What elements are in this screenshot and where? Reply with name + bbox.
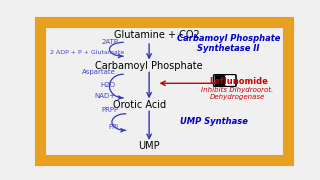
Text: UMP Synthase: UMP Synthase [180,117,248,126]
Text: Leflunomide: Leflunomide [209,77,268,86]
Text: Orotic Acid: Orotic Acid [113,100,166,110]
Text: Carbamoyl Phosphate: Carbamoyl Phosphate [95,61,203,71]
Text: Inhibits Dihydroorot.
Dehydrogenase: Inhibits Dihydroorot. Dehydrogenase [201,87,273,100]
FancyBboxPatch shape [214,75,226,86]
Text: 2 ADP + P + Glutamate: 2 ADP + P + Glutamate [50,50,124,55]
Text: Aspartate: Aspartate [82,69,116,75]
Text: NAD+: NAD+ [94,93,116,99]
Text: PPi: PPi [108,124,118,130]
Text: UMP: UMP [138,141,160,151]
FancyBboxPatch shape [213,75,236,86]
Text: 2ATP: 2ATP [101,39,118,45]
Text: PRPP: PRPP [101,107,118,113]
Text: Glutamine + CO2: Glutamine + CO2 [114,30,199,40]
Text: Carbamoyl Phosphate
Synthetase II: Carbamoyl Phosphate Synthetase II [177,34,280,53]
FancyBboxPatch shape [225,76,234,85]
Text: H2O: H2O [100,82,116,88]
